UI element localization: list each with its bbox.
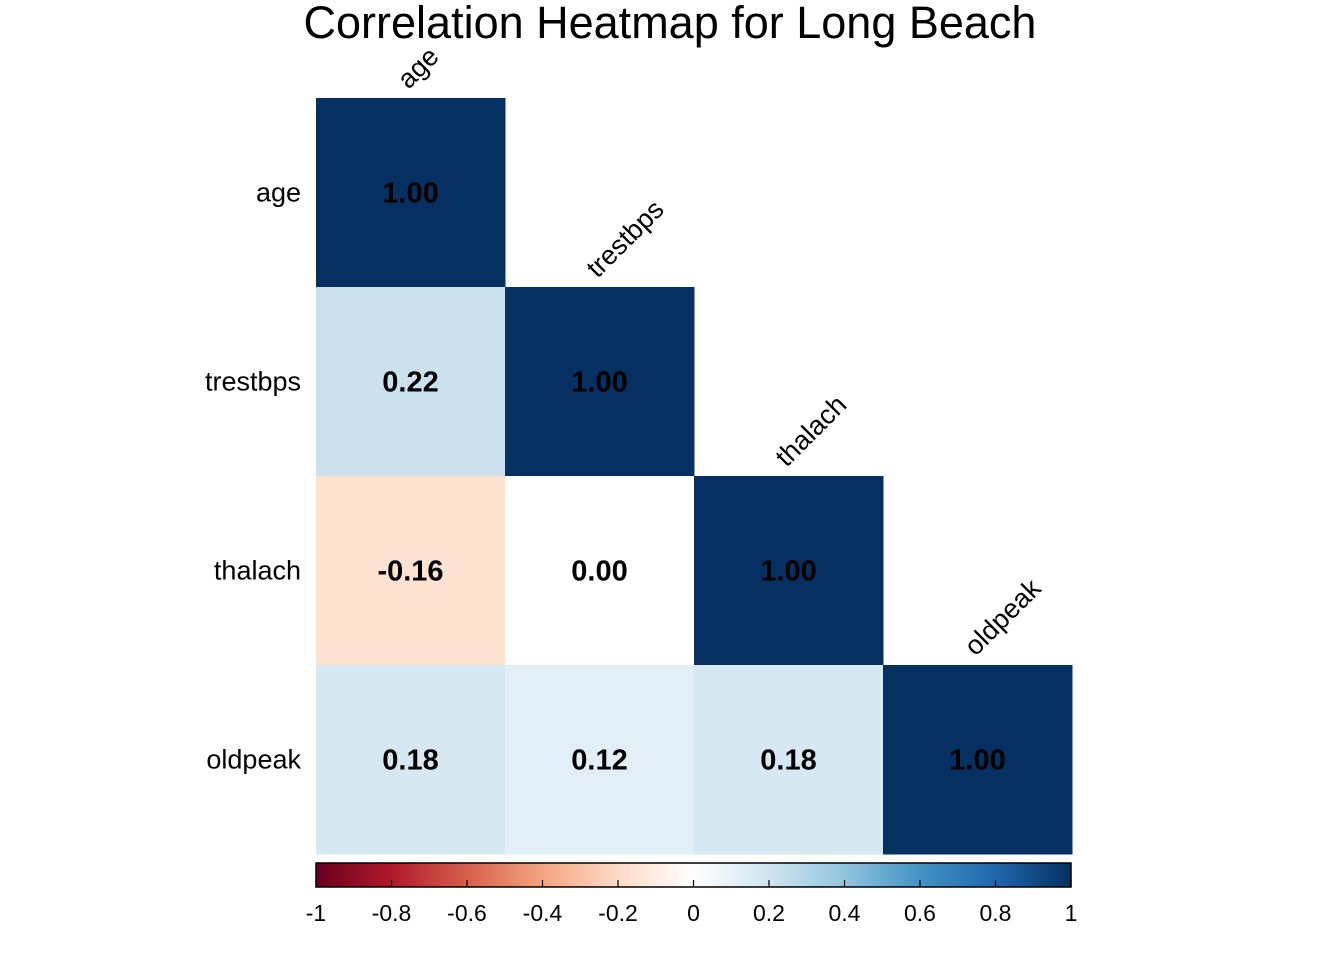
heatmap-cell-oldpeak-trestbps — [505, 665, 695, 855]
row-label-oldpeak: oldpeak — [206, 745, 301, 775]
colorbar: -1 -0.8 -0.6 -0.4 -0.2 0 0.2 0.4 0.6 0.8 1 — [306, 862, 1078, 926]
heatmap-cells: 1.00 0.22 1.00 -0.16 0.00 1.00 0.18 0.12 0.18 1.0… — [316, 98, 1073, 855]
colorbar-tick-label: -0.4 — [523, 900, 563, 926]
cell-value-trestbps-trestbps: 1.00 — [571, 367, 627, 399]
column-label-age: age — [392, 41, 445, 94]
row-labels: age trestbps thalach oldpeak — [205, 178, 302, 775]
heatmap-cell-oldpeak-oldpeak — [883, 665, 1073, 855]
colorbar-tick-label: 0.6 — [904, 900, 936, 926]
cell-value-trestbps-age: 0.22 — [382, 367, 438, 399]
colorbar-tick-label: 0 — [687, 900, 700, 926]
row-label-thalach: thalach — [214, 556, 301, 586]
heatmap-cell-age-age — [316, 98, 506, 288]
colorbar-tick-label: 0.4 — [829, 900, 861, 926]
heatmap-cell-trestbps-age — [316, 287, 506, 477]
column-label-trestbps: trestbps — [581, 194, 670, 283]
cell-value-thalach-thalach: 1.00 — [760, 556, 816, 588]
heatmap-cell-oldpeak-age — [316, 665, 506, 855]
cell-value-oldpeak-age: 0.18 — [382, 745, 438, 777]
heatmap-cell-oldpeak-thalach — [694, 665, 884, 855]
row-label-age: age — [256, 178, 301, 208]
cell-value-oldpeak-thalach: 0.18 — [760, 745, 816, 777]
row-label-trestbps: trestbps — [205, 367, 301, 397]
cell-value-oldpeak-trestbps: 0.12 — [571, 745, 627, 777]
colorbar-tick-label: -1 — [306, 900, 326, 926]
colorbar-tick-label: 0.2 — [753, 900, 785, 926]
heatmap-cell-thalach-trestbps — [505, 476, 695, 666]
column-label-thalach: thalach — [770, 389, 853, 472]
chart-title: Correlation Heatmap for Long Beach — [304, 0, 1037, 48]
cell-value-thalach-trestbps: 0.00 — [571, 556, 627, 588]
heatmap-cell-trestbps-trestbps — [505, 287, 695, 477]
cell-value-thalach-age: -0.16 — [377, 556, 443, 588]
column-label-oldpeak: oldpeak — [959, 573, 1047, 661]
colorbar-tick-label: 1 — [1065, 900, 1078, 926]
cell-value-age-age: 1.00 — [382, 178, 438, 210]
colorbar-tick-label: 0.8 — [980, 900, 1012, 926]
colorbar-tick-label: -0.6 — [447, 900, 487, 926]
colorbar-tick-label: -0.8 — [372, 900, 412, 926]
cell-value-oldpeak-oldpeak: 1.00 — [949, 745, 1005, 777]
heatmap-cell-thalach-age — [316, 476, 506, 666]
heatmap-cell-thalach-thalach — [694, 476, 884, 666]
colorbar-tick-label: -0.2 — [598, 900, 638, 926]
